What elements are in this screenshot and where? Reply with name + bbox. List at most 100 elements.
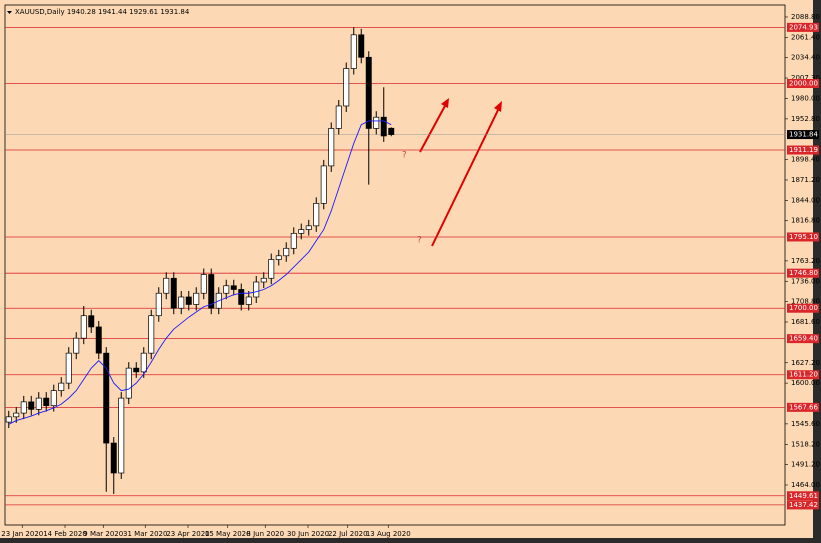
- candle-body: [13, 412, 20, 418]
- candle-body: [193, 292, 200, 305]
- candle-body: [185, 296, 192, 305]
- candle-body: [133, 367, 140, 373]
- level-label: 1659.40: [789, 335, 818, 343]
- level-tag: [787, 303, 819, 313]
- moving-average: [8, 120, 392, 425]
- y-tick-label: 1816.80: [791, 217, 820, 225]
- x-tick-label: 13 Aug 2020: [366, 530, 411, 538]
- y-tick-label: 1491.20: [791, 461, 820, 469]
- x-tick-label: 30 Jun 2020: [287, 530, 329, 538]
- x-tick-label: 31 Mar 2020: [123, 530, 167, 538]
- y-tick-label: 1600.00: [791, 379, 820, 387]
- candle-body: [50, 390, 57, 406]
- chart-title: XAUUSD,Daily 1940.28 1941.44 1929.61 193…: [15, 8, 190, 16]
- candle-body: [388, 127, 395, 135]
- candle-body: [170, 277, 177, 309]
- candle-body: [178, 296, 185, 309]
- candle-body: [290, 232, 297, 249]
- level-label: 1567.66: [789, 403, 818, 411]
- arrow: [419, 103, 447, 153]
- y-tick-label: 1844.00: [791, 196, 820, 204]
- y-tick-label: 1464.00: [791, 481, 820, 489]
- arrow-head: [494, 101, 502, 112]
- candle-body: [380, 116, 387, 137]
- level-label: 1746.80: [789, 269, 818, 277]
- x-tick-label: 9 Mar 2020: [83, 530, 123, 538]
- candle-body: [103, 352, 110, 444]
- candle-body: [245, 296, 252, 305]
- y-tick-label: 2034.40: [791, 54, 820, 62]
- candle-body: [163, 277, 170, 294]
- y-tick-label: 1898.40: [791, 156, 820, 164]
- y-tick-label: 2061.40: [791, 34, 820, 42]
- candle-body: [5, 416, 12, 423]
- candle-body: [260, 277, 267, 283]
- y-tick-label: 2007.30: [791, 74, 820, 82]
- y-tick-label: 1681.60: [791, 318, 820, 326]
- candle-body: [298, 229, 305, 234]
- last-price-tag: [787, 130, 819, 140]
- level-tag: [787, 370, 819, 380]
- last-price-label: 1931.84: [789, 131, 818, 139]
- candle-body: [125, 367, 132, 399]
- candle-body: [275, 255, 282, 260]
- level-label: 1700.00: [789, 304, 818, 312]
- candle-body: [208, 274, 215, 309]
- y-tick-label: 2088.80: [791, 13, 820, 21]
- level-label: 1437.42: [789, 501, 818, 509]
- annotation: ?: [417, 236, 422, 246]
- candle-body: [350, 34, 357, 69]
- candle-body: [155, 292, 162, 317]
- x-tick-label: 23 Apr 2020: [166, 530, 209, 538]
- candle-body: [313, 203, 320, 227]
- level-tag: [787, 402, 819, 412]
- plot-frame: [4, 4, 786, 526]
- candle-body: [358, 34, 365, 58]
- menu-triangle: [7, 11, 12, 14]
- level-label: 2000.00: [789, 80, 818, 88]
- candle-body: [88, 315, 95, 328]
- y-tick-label: 1545.60: [791, 420, 820, 428]
- x-tick-label: 15 May 2020: [205, 530, 251, 538]
- level-tag: [787, 334, 819, 344]
- candle-body: [80, 315, 87, 339]
- y-tick-label: 1871.20: [791, 176, 820, 184]
- candle-body: [118, 397, 125, 474]
- arrow-head: [441, 98, 449, 108]
- candle-body: [73, 337, 80, 354]
- y-tick-label: 1518.20: [791, 440, 820, 448]
- level-tag: [787, 79, 819, 89]
- candle-body: [305, 225, 312, 230]
- candle-body: [20, 401, 27, 414]
- candle-body: [283, 247, 290, 257]
- candle-body: [223, 285, 230, 294]
- candle-body: [335, 105, 342, 129]
- annotation: ?: [402, 151, 407, 161]
- y-tick-label: 1763.20: [791, 257, 820, 265]
- x-tick-label: 22 Jul 2020: [328, 530, 368, 538]
- candle-body: [238, 289, 245, 305]
- level-label: 1611.20: [789, 371, 818, 379]
- candle-body: [140, 352, 147, 373]
- y-tick-label: 1627.20: [791, 359, 820, 367]
- candle-body: [373, 116, 380, 129]
- candle-body: [110, 442, 117, 474]
- level-tag: [787, 232, 819, 242]
- level-tag: [787, 268, 819, 278]
- candle-body: [43, 397, 50, 406]
- candle-body: [230, 285, 237, 290]
- candle-body: [253, 281, 260, 298]
- candle-body: [200, 274, 207, 294]
- level-label: 1911.19: [789, 146, 818, 154]
- candle-body: [320, 165, 327, 204]
- y-tick-label: 1708.80: [791, 298, 820, 306]
- candle-body: [95, 326, 102, 354]
- level-label: 1795.10: [789, 233, 818, 241]
- y-tick-label: 1952.80: [791, 115, 820, 123]
- candle-body: [58, 382, 65, 391]
- candle-body: [28, 401, 35, 410]
- candle-body: [328, 128, 335, 167]
- x-tick-label: 14 Feb 2020: [43, 530, 87, 538]
